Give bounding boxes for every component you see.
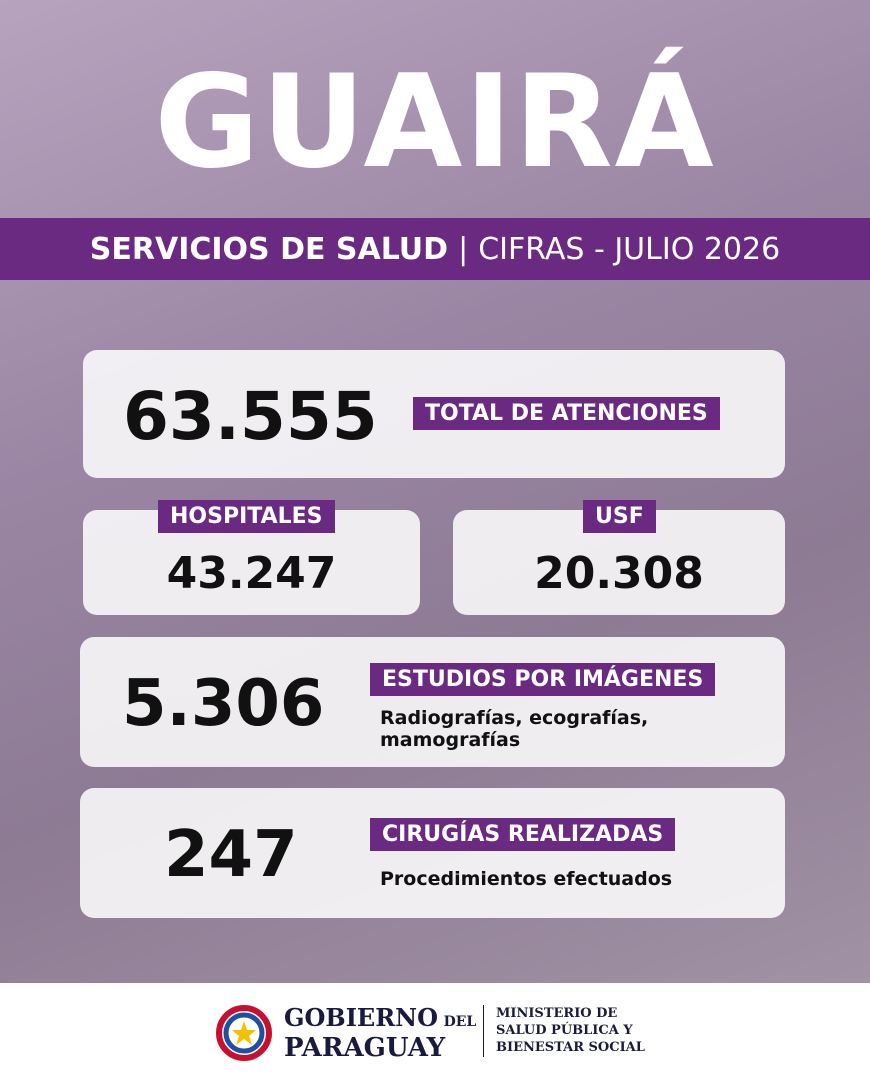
surgeries-label: CIRUGÍAS REALIZADAS	[370, 818, 676, 851]
total-value: 63.555	[123, 378, 378, 455]
surgeries-value: 247	[164, 818, 298, 892]
ministry-line: BIENESTAR SOCIAL	[496, 1040, 645, 1055]
total-label: TOTAL DE ATENCIONES	[413, 397, 720, 430]
gov-del: DEL	[443, 1014, 477, 1030]
usf-card: USF 20.308	[453, 500, 785, 615]
separator: |	[458, 231, 469, 267]
hospitals-card: HOSPITALES 43.247	[83, 500, 420, 615]
banner: SERVICIOS DE SALUD | CIFRAS - JULIO 2026	[0, 218, 870, 280]
surgeries-note: Procedimientos efectuados	[380, 868, 673, 890]
ministry: MINISTERIO DE SALUD PÚBLICA Y BIENESTAR …	[496, 1005, 645, 1056]
hospitals-label: HOSPITALES	[158, 500, 335, 533]
imaging-note: Radiografías, ecografías, mamografías	[380, 707, 649, 751]
banner-bold: SERVICIOS DE SALUD	[89, 231, 449, 267]
total-card: 63.555 TOTAL DE ATENCIONES	[83, 350, 785, 478]
usf-value: 20.308	[534, 548, 704, 599]
title: GUAIRÁ	[154, 48, 716, 197]
surgeries-card: 247 CIRUGÍAS REALIZADAS Procedimientos e…	[80, 788, 785, 918]
imaging-card: 5.306 ESTUDIOS POR IMÁGENES Radiografías…	[80, 637, 785, 767]
hospitals-value: 43.247	[166, 548, 337, 599]
gov-text: GOBIERNO DEL PARAGUAY	[284, 1003, 477, 1063]
banner-light: CIFRAS - JULIO 2026	[478, 231, 781, 267]
gov-line2: PARAGUAY	[284, 1033, 446, 1063]
gov-line1: GOBIERNO	[284, 1003, 438, 1032]
imaging-label: ESTUDIOS POR IMÁGENES	[370, 663, 716, 696]
usf-label: USF	[583, 500, 656, 533]
emblem	[216, 1005, 272, 1061]
divider	[483, 1005, 484, 1057]
imaging-value: 5.306	[122, 667, 325, 741]
ministry-line: MINISTERIO DE	[496, 1006, 618, 1021]
ministry-line: SALUD PÚBLICA Y	[496, 1023, 633, 1038]
footer: GOBIERNO DEL PARAGUAY MINISTERIO DE SALU…	[0, 983, 870, 1087]
